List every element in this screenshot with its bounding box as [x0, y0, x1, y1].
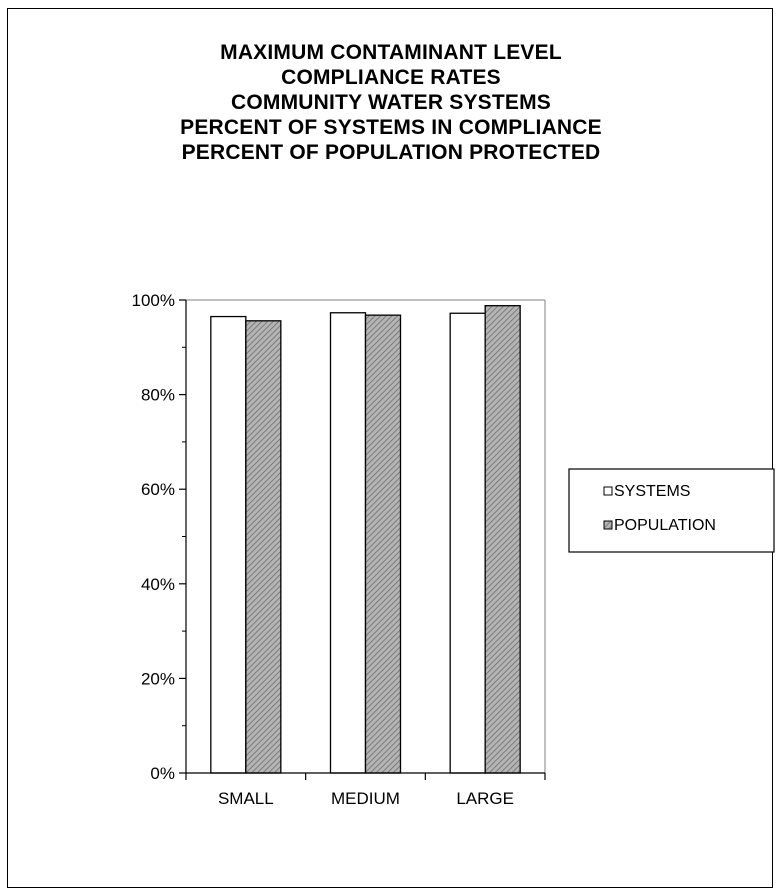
legend-box [568, 468, 775, 553]
title-line: PERCENT OF POPULATION PROTECTED [181, 141, 601, 164]
legend-label-population: POPULATION [614, 517, 716, 534]
y-tick-label: 80% [141, 386, 175, 405]
x-tick-label: SMALL [218, 789, 274, 808]
title-line: PERCENT OF SYSTEMS IN COMPLIANCE [180, 116, 602, 139]
legend-swatch-systems [603, 486, 613, 496]
y-tick-label: 60% [141, 480, 175, 499]
legend: SYSTEMS POPULATION [568, 468, 775, 553]
legend-label-systems: SYSTEMS [614, 483, 690, 500]
plot-area: SMALL MEDIUM LARGE 0% 20% 40% 60% 80% 100% [132, 291, 546, 808]
legend-swatch-population [603, 520, 613, 530]
bar-systems-medium [329, 312, 367, 774]
bar-population-medium [364, 314, 402, 774]
y-tick-label: 40% [141, 575, 175, 594]
bar-systems-large [449, 312, 486, 774]
y-tick-label: 100% [132, 291, 175, 310]
title-line: COMPLIANCE RATES [281, 66, 501, 89]
x-tick-label: LARGE [456, 789, 514, 808]
y-tick-label: 20% [141, 669, 175, 688]
bar-population-large [484, 305, 521, 774]
y-tick-label: 0% [150, 764, 175, 783]
bar-systems-small [210, 315, 247, 774]
x-tick-label: MEDIUM [331, 789, 400, 808]
title-line: COMMUNITY WATER SYSTEMS [231, 91, 551, 114]
title-line: MAXIMUM CONTAMINANT LEVEL [220, 41, 562, 64]
chart-title: MAXIMUM CONTAMINANT LEVEL COMPLIANCE RAT… [0, 40, 782, 165]
bar-population-small [245, 320, 282, 774]
